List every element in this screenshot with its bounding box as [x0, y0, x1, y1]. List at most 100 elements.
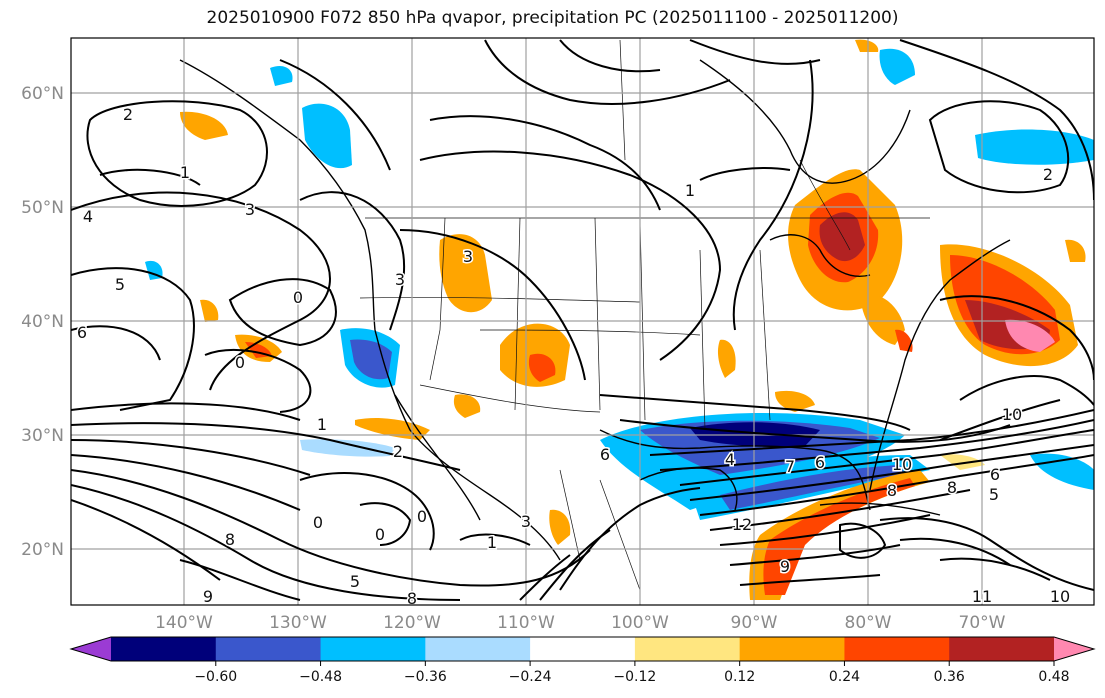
latitude-label: 30°N — [21, 426, 64, 446]
positive-anomaly-region — [439, 234, 492, 313]
contour-line — [709, 489, 971, 531]
colorbar-tick-label: −0.60 — [194, 669, 237, 685]
contour-line — [739, 574, 881, 586]
contour-label: 7 — [785, 457, 795, 476]
positive-anomaly-region — [1005, 319, 1055, 352]
negative-anomaly-region — [302, 103, 352, 169]
contour-label: 0 — [417, 507, 427, 526]
contour-line — [179, 559, 301, 601]
longitude-label: 130°W — [269, 613, 327, 633]
contour-line — [359, 502, 412, 546]
west-coastline — [179, 59, 561, 561]
contour-line — [699, 454, 1094, 516]
contour-line — [228, 278, 337, 347]
cuba-coastline — [819, 502, 941, 516]
positive-anomaly-region — [180, 111, 228, 140]
contour-line — [71, 402, 301, 421]
contour-label: 10 — [1002, 405, 1022, 424]
positive-anomaly-region — [453, 394, 481, 418]
contour-label: 10 — [1050, 587, 1070, 606]
contour-label: 1 — [487, 533, 497, 552]
east-coastline — [869, 239, 1011, 491]
contour-line — [839, 522, 887, 559]
latitude-label: 20°N — [21, 540, 64, 560]
colorbar-segment — [530, 637, 636, 661]
contour-label: 5 — [989, 485, 999, 504]
contour-line — [419, 150, 722, 361]
contour-line — [99, 168, 201, 186]
contour-line — [559, 39, 661, 73]
colorbar-extension-min — [71, 637, 111, 661]
contour-line — [899, 39, 1094, 201]
latitude-label: 60°N — [21, 84, 64, 104]
contour-line — [71, 191, 331, 391]
colorbar-extension-max — [1054, 637, 1094, 661]
baja-coastline — [394, 394, 481, 521]
colorbar-tick-label: 0.24 — [829, 669, 860, 685]
contour-line — [599, 394, 911, 431]
contour-label: 1 — [317, 415, 327, 434]
contour-line — [939, 295, 1094, 381]
contour-label: 9 — [780, 557, 790, 576]
contour-line — [649, 409, 1094, 456]
contour-line — [71, 454, 301, 511]
contour-line — [879, 517, 1094, 591]
contour-label: 6 — [600, 445, 610, 464]
contour-line — [399, 229, 586, 381]
longitude-label: 120°W — [383, 613, 441, 633]
negative-anomaly-region — [270, 65, 293, 86]
contour-line — [71, 469, 591, 587]
contour-label: 2 — [123, 105, 133, 124]
contour-label: 3 — [521, 512, 531, 531]
positive-anomaly-region — [895, 329, 913, 352]
longitude-label: 70°W — [959, 613, 1006, 633]
contour-label: 8 — [947, 478, 957, 497]
colorbar-tick-label: −0.36 — [404, 669, 447, 685]
contour-label: 3 — [395, 270, 405, 289]
contour-line — [71, 484, 461, 601]
negative-anomaly-region — [975, 129, 1094, 165]
colorbar-tick-label: −0.48 — [299, 669, 342, 685]
contour-label: 5 — [115, 275, 125, 294]
map-title: 2025010900 F072 850 hPa qvapor, precipit… — [206, 8, 899, 28]
longitude-label: 100°W — [611, 613, 669, 633]
contour-line — [484, 39, 731, 105]
colorbar-tick-label: −0.24 — [509, 669, 552, 685]
contour-label: 6 — [990, 465, 1000, 484]
contour-label: 8 — [887, 481, 897, 500]
contour-line — [299, 472, 435, 551]
negative-anomaly-region — [879, 48, 915, 85]
colorbar-segment — [844, 637, 950, 661]
positive-anomaly-region — [717, 339, 736, 378]
contour-label: 2 — [393, 442, 403, 461]
contour-label: 11 — [972, 587, 992, 606]
latitude-axis: 60°N 50°N 40°N 30°N 20°N — [21, 84, 64, 560]
contour-label: 8 — [225, 530, 235, 549]
colorbar-outline — [69, 636, 1096, 662]
contour-label: 6 — [77, 323, 87, 342]
contour-label: 12 — [732, 515, 752, 534]
contour-label: 0 — [313, 513, 323, 532]
colorbar-segment — [425, 637, 531, 661]
positive-anomaly-region — [763, 478, 915, 595]
contour-label: 0 — [375, 525, 385, 544]
longitude-axis: 140°W 130°W 120°W 110°W 100°W 90°W 80°W … — [155, 613, 1006, 633]
contour-line — [429, 115, 661, 211]
contour-label: 2 — [1043, 165, 1053, 184]
contour-line — [679, 429, 1094, 486]
contour-line — [899, 537, 1011, 566]
qvapor-contours — [71, 39, 1094, 601]
colorbar-tick-label: −0.12 — [613, 669, 656, 685]
contour-label: 4 — [83, 207, 93, 226]
longitude-label: 80°W — [845, 613, 892, 633]
contour-line — [279, 59, 391, 171]
positive-anomaly-region — [528, 353, 556, 382]
contour-line — [659, 419, 1094, 471]
contour-line — [719, 514, 931, 546]
latitude-label: 40°N — [21, 312, 64, 332]
contour-line — [928, 100, 1070, 194]
negative-anomaly-region — [350, 339, 392, 380]
colorbar-segment — [320, 637, 426, 661]
